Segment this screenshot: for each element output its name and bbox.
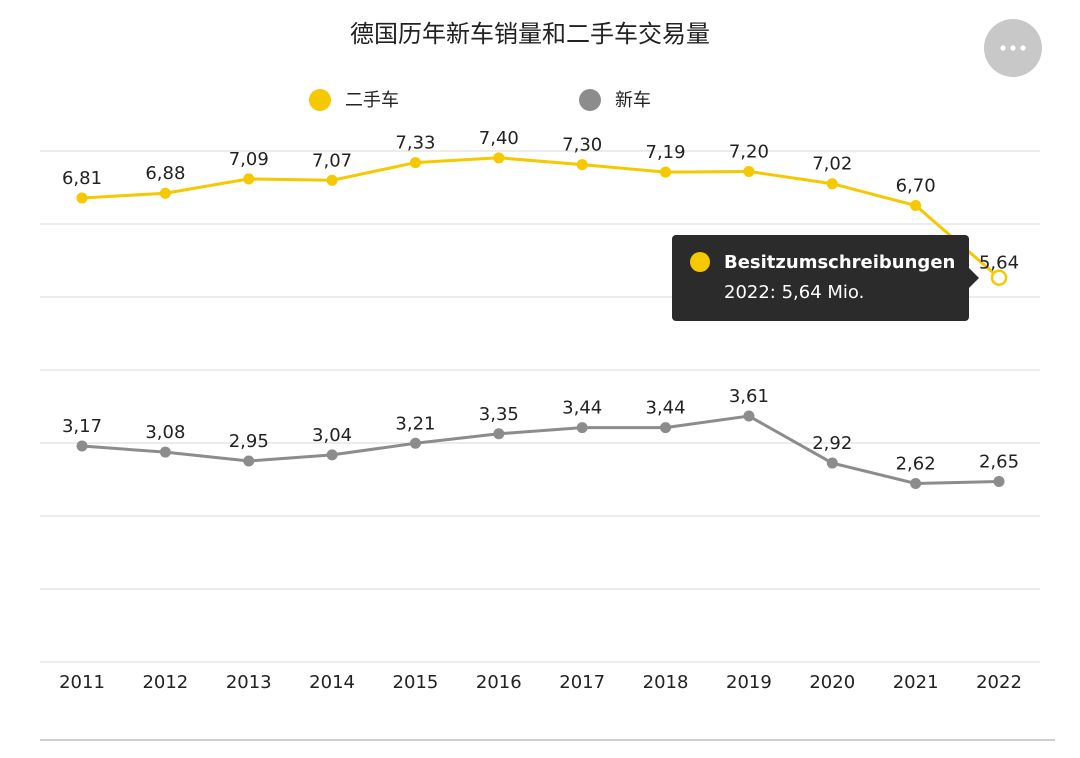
data-point: [159, 446, 171, 458]
data-label: 7,30: [562, 135, 602, 156]
data-point: [660, 422, 672, 434]
series-line: [81, 414, 1000, 485]
data-label: 3,04: [312, 425, 352, 446]
x-tick-label: 2021: [893, 672, 939, 693]
data-label: 6,88: [145, 163, 185, 184]
data-label: 3,44: [562, 398, 602, 419]
data-point: [409, 157, 421, 169]
data-point: [910, 477, 922, 489]
data-label: 6,81: [62, 168, 102, 189]
menu-dot: [1010, 45, 1016, 51]
menu-button[interactable]: [984, 19, 1042, 77]
data-label: 5,64: [979, 253, 1019, 274]
data-label: 3,21: [395, 413, 435, 434]
x-tick-label: 2020: [809, 672, 855, 693]
data-point: [243, 455, 255, 467]
menu-dot: [1000, 45, 1006, 51]
data-point: [326, 174, 338, 186]
data-point: [660, 166, 672, 178]
legend-marker: [309, 89, 331, 111]
data-point: [243, 173, 255, 185]
data-label: 2,65: [979, 451, 1019, 472]
data-point: [409, 437, 421, 449]
data-label: 6,70: [896, 176, 936, 197]
data-label: 7,02: [812, 154, 852, 175]
tooltip-text: 2022: 5,64 Mio.: [724, 282, 864, 303]
tooltip: Besitzumschreibungen 2022: 5,64 Mio.: [672, 235, 979, 321]
x-tick-label: 2019: [726, 672, 772, 693]
chart-title: 德国历年新车销量和二手车交易量: [350, 20, 710, 48]
legend-label: 新车: [615, 90, 651, 111]
data-point: [326, 449, 338, 461]
data-label: 3,17: [62, 416, 102, 437]
data-label: 7,40: [479, 128, 519, 149]
data-point: [493, 428, 505, 440]
tooltip-arrow: [969, 268, 979, 288]
data-point: [76, 192, 88, 204]
data-label: 3,61: [729, 386, 769, 407]
data-point: [743, 410, 755, 422]
x-tick-label: 2011: [59, 672, 105, 693]
tooltip-box: [672, 235, 969, 321]
data-label: 7,20: [729, 141, 769, 162]
x-tick-label: 2015: [393, 672, 439, 693]
data-label: 7,19: [646, 142, 686, 163]
data-point: [743, 165, 755, 177]
data-label: 2,62: [896, 453, 936, 474]
legend-item[interactable]: 二手车: [309, 89, 399, 111]
data-point: [576, 159, 588, 171]
plot: 6,81 6,88 7,09 7,07 7,33 7,40 7,30 7,19 7,20 7,02…: [62, 128, 1019, 489]
data-label: 7,07: [312, 150, 352, 171]
data-point: [159, 187, 171, 199]
legend-item[interactable]: 新车: [579, 89, 651, 111]
menu-dot: [1020, 45, 1026, 51]
data-point: [990, 269, 1008, 286]
x-tick-label: 2012: [142, 672, 188, 693]
x-tick-label: 2018: [643, 672, 689, 693]
x-tick-label: 2022: [976, 672, 1022, 693]
data-label: 2,92: [812, 433, 852, 454]
data-point: [910, 200, 922, 212]
data-label: 7,33: [395, 133, 435, 154]
x-tick-label: 2013: [226, 672, 272, 693]
data-point: [493, 152, 505, 164]
x-tick-label: 2016: [476, 672, 522, 693]
tooltip-marker: [690, 252, 710, 272]
data-point: [576, 422, 588, 434]
data-label: 2,95: [229, 431, 269, 452]
legend-label: 二手车: [345, 90, 399, 111]
data-label: 7,09: [229, 149, 269, 170]
grid: [40, 150, 1040, 663]
tooltip-title: Besitzumschreibungen: [724, 252, 955, 273]
data-label: 3,44: [646, 398, 686, 419]
data-point: [993, 475, 1005, 487]
data-point: [76, 440, 88, 452]
data-point: [826, 457, 838, 469]
x-tick-label: 2014: [309, 672, 355, 693]
x-tick-label: 2017: [559, 672, 605, 693]
series-line: [81, 156, 1000, 279]
legend-marker: [579, 89, 601, 111]
data-point: [826, 178, 838, 190]
data-label: 3,08: [145, 422, 185, 443]
data-label: 3,35: [479, 404, 519, 425]
